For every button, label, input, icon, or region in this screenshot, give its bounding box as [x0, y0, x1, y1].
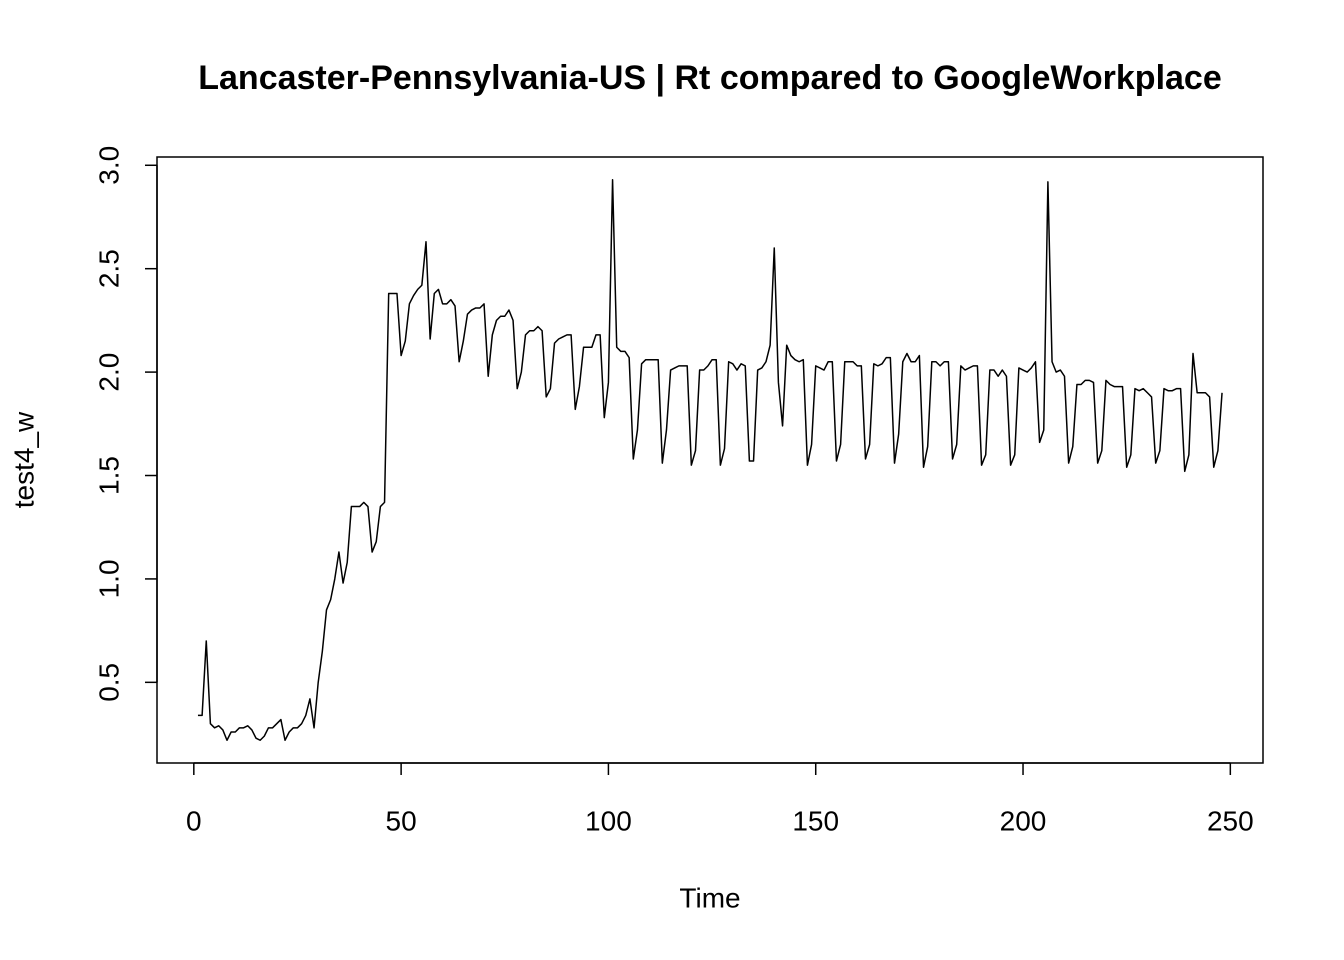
- y-tick-label: 1.0: [93, 559, 124, 598]
- y-tick-label: 3.0: [93, 146, 124, 185]
- y-axis-label: test4_w: [8, 411, 39, 508]
- x-axis-label: Time: [679, 882, 740, 913]
- y-tick-label: 2.0: [93, 353, 124, 392]
- y-tick-label: 0.5: [93, 663, 124, 702]
- x-tick-label: 150: [792, 805, 839, 836]
- data-line: [197, 179, 1223, 741]
- x-tick-label: 0: [186, 805, 202, 836]
- y-tick-label: 1.5: [93, 456, 124, 495]
- x-tick-label: 100: [585, 805, 632, 836]
- chart-title: Lancaster-Pennsylvania-US | Rt compared …: [198, 59, 1222, 97]
- y-tick-label: 2.5: [93, 249, 124, 288]
- x-tick-label: 50: [386, 805, 417, 836]
- x-tick-label: 200: [1000, 805, 1047, 836]
- x-tick-label: 250: [1207, 805, 1254, 836]
